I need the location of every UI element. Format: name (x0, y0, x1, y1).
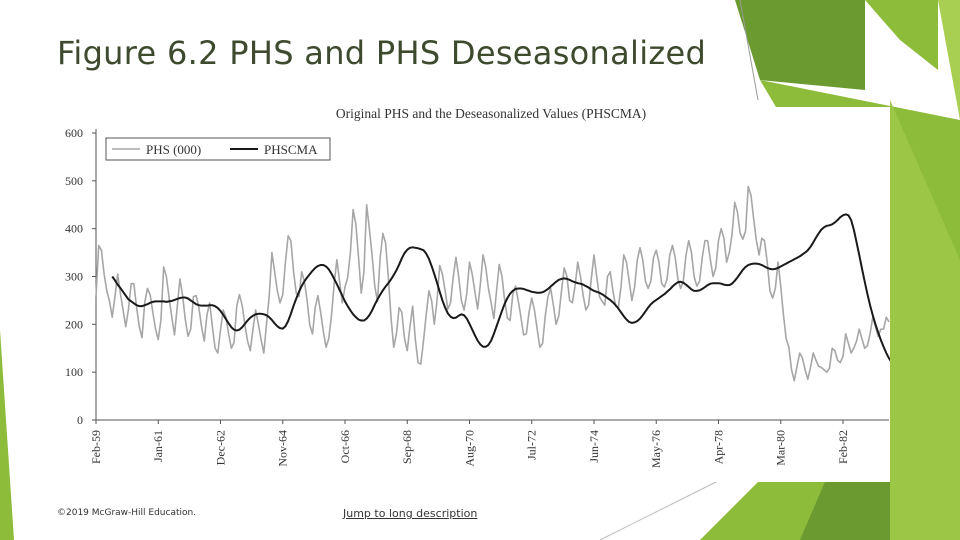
x-tick-label: Nov-64 (276, 430, 290, 467)
x-tick-label: Jan-61 (151, 430, 165, 462)
x-tick-label: Jun-74 (587, 430, 601, 463)
deco-line (739, 0, 759, 101)
chart-title: Original PHS and the Deseasonalized Valu… (336, 107, 646, 121)
legend-box (105, 137, 331, 161)
y-tick-label: 300 (65, 270, 83, 284)
deco-shape-left (0, 330, 14, 540)
y-tick-label: 0 (77, 413, 83, 427)
x-tick-label: Feb-59 (89, 430, 103, 464)
slide-title: Figure 6.2 PHS and PHS Deseasonalized (57, 34, 707, 72)
x-tick-label: May-76 (649, 430, 663, 468)
legend-label: PHSCMA (264, 142, 318, 157)
x-tick-label: Oct-66 (338, 430, 352, 463)
deco-shape-mid-top (865, 0, 938, 70)
x-tick-label: Apr-78 (711, 430, 725, 464)
y-tick-label: 400 (65, 222, 83, 236)
x-tick-label: Aug-70 (462, 430, 476, 467)
x-tick-label: Dec-62 (213, 430, 227, 465)
series-line-phs (95, 185, 890, 382)
copyright-text: ©2019 McGraw-Hill Education. (57, 508, 197, 518)
chart-axes: 0 100 200 300 400 500 600 Feb-59 Jan-61 Dec-62 Nov… (65, 126, 912, 468)
chart-panel: Original PHS and the Deseasonalized Valu… (56, 106, 960, 482)
y-tick-label: 500 (65, 174, 83, 188)
x-tick-label: Feb-82 (836, 430, 850, 464)
y-tick-label: 200 (65, 317, 83, 331)
y-tick-label: 600 (65, 126, 83, 140)
legend-label: PHS (000) (146, 142, 201, 157)
deco-line-bottom (599, 479, 721, 540)
deco-shape-bottom (700, 480, 890, 540)
chart-series (95, 185, 960, 382)
x-tick-label: Sep-68 (400, 430, 414, 464)
deco-shape-right (890, 100, 960, 540)
long-description-link[interactable]: Jump to long description (343, 507, 478, 520)
x-tick-label: Mar-80 (774, 430, 788, 466)
phs-line-chart: Original PHS and the Deseasonalized Valu… (65, 106, 960, 468)
series-line-phscma (111, 213, 960, 370)
deco-shape-dark (735, 0, 865, 90)
deco-shape-light-top (938, 0, 960, 120)
x-tick-label: Jul-72 (525, 430, 539, 460)
y-tick-label: 100 (65, 365, 83, 379)
chart-legend: PHS (000) PHSCMA (105, 137, 331, 161)
